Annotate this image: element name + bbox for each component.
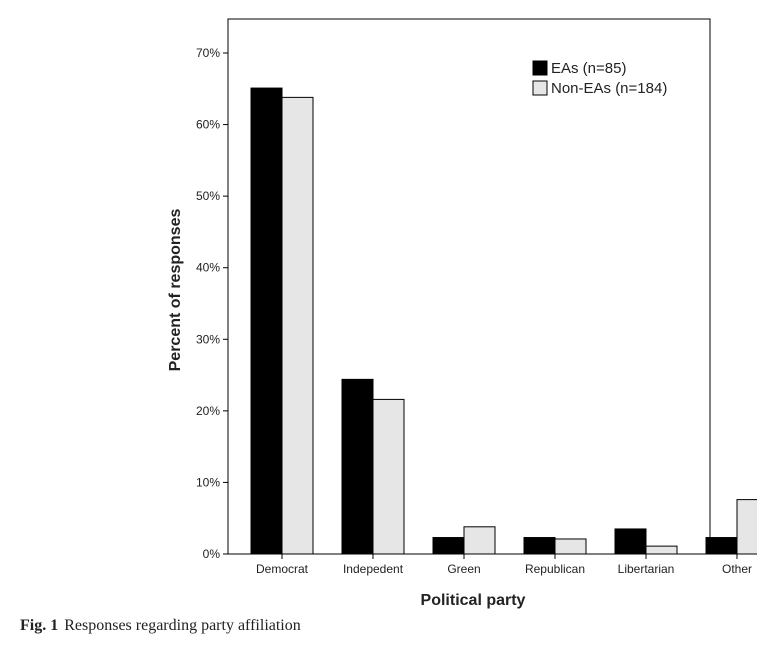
- x-tick-label-indepedent: Indepedent: [343, 562, 404, 576]
- legend-label-eas: EAs (n=85): [551, 60, 626, 77]
- bar-eas-green: [432, 537, 465, 555]
- x-tick-label-other: Other: [722, 562, 752, 576]
- bars: [250, 87, 757, 555]
- y-axis: 0% 10% 20% 30% 40% 50% 60% 70%: [196, 46, 228, 561]
- figure-caption: Fig. 1 Responses regarding party affiliat…: [20, 617, 301, 635]
- bar-eas-other: [705, 537, 738, 555]
- x-tick-label-libertarian: Libertarian: [618, 562, 675, 576]
- x-tick-label-democrat: Democrat: [256, 562, 309, 576]
- y-tick-label: 40%: [196, 261, 220, 275]
- bar-non-eas-democrat: [281, 96, 314, 555]
- x-axis: Democrat Indepedent Green Republican Liberta…: [256, 554, 752, 576]
- y-tick-label: 60%: [196, 118, 220, 132]
- bar-eas-indepedent: [341, 378, 374, 555]
- bar-eas-democrat: [250, 87, 283, 555]
- legend-label-non-eas: Non-EAs (n=184): [551, 80, 667, 97]
- y-tick-label: 50%: [196, 189, 220, 203]
- y-tick-label: 20%: [196, 404, 220, 418]
- legend: EAs (n=85) Non-EAs (n=184): [532, 60, 667, 97]
- bar-non-eas-libertarian: [645, 545, 678, 555]
- figure-number: Fig. 1: [20, 617, 59, 634]
- bar-non-eas-other: [736, 499, 757, 555]
- y-tick-label: 0%: [203, 547, 221, 561]
- bar-non-eas-indepedent: [372, 398, 405, 555]
- y-tick-label: 30%: [196, 332, 220, 346]
- bar-eas-libertarian: [614, 528, 647, 555]
- y-tick-label: 70%: [196, 46, 220, 60]
- legend-swatch-eas: [532, 60, 548, 76]
- x-axis-title: Political party: [421, 592, 526, 609]
- x-tick-label-republican: Republican: [525, 562, 585, 576]
- bar-non-eas-republican: [554, 538, 587, 555]
- x-tick-label-green: Green: [447, 562, 480, 576]
- bar-chart: 0% 10% 20% 30% 40% 50% 60% 70% Democrat Indepede…: [167, 18, 757, 609]
- legend-swatch-non-eas: [532, 80, 548, 96]
- y-tick-label: 10%: [196, 475, 220, 489]
- bar-non-eas-green: [463, 526, 496, 555]
- bar-eas-republican: [523, 537, 556, 555]
- y-axis-title: Percent of responses: [167, 209, 184, 372]
- figure-caption-text: Responses regarding party affiliation: [64, 617, 301, 634]
